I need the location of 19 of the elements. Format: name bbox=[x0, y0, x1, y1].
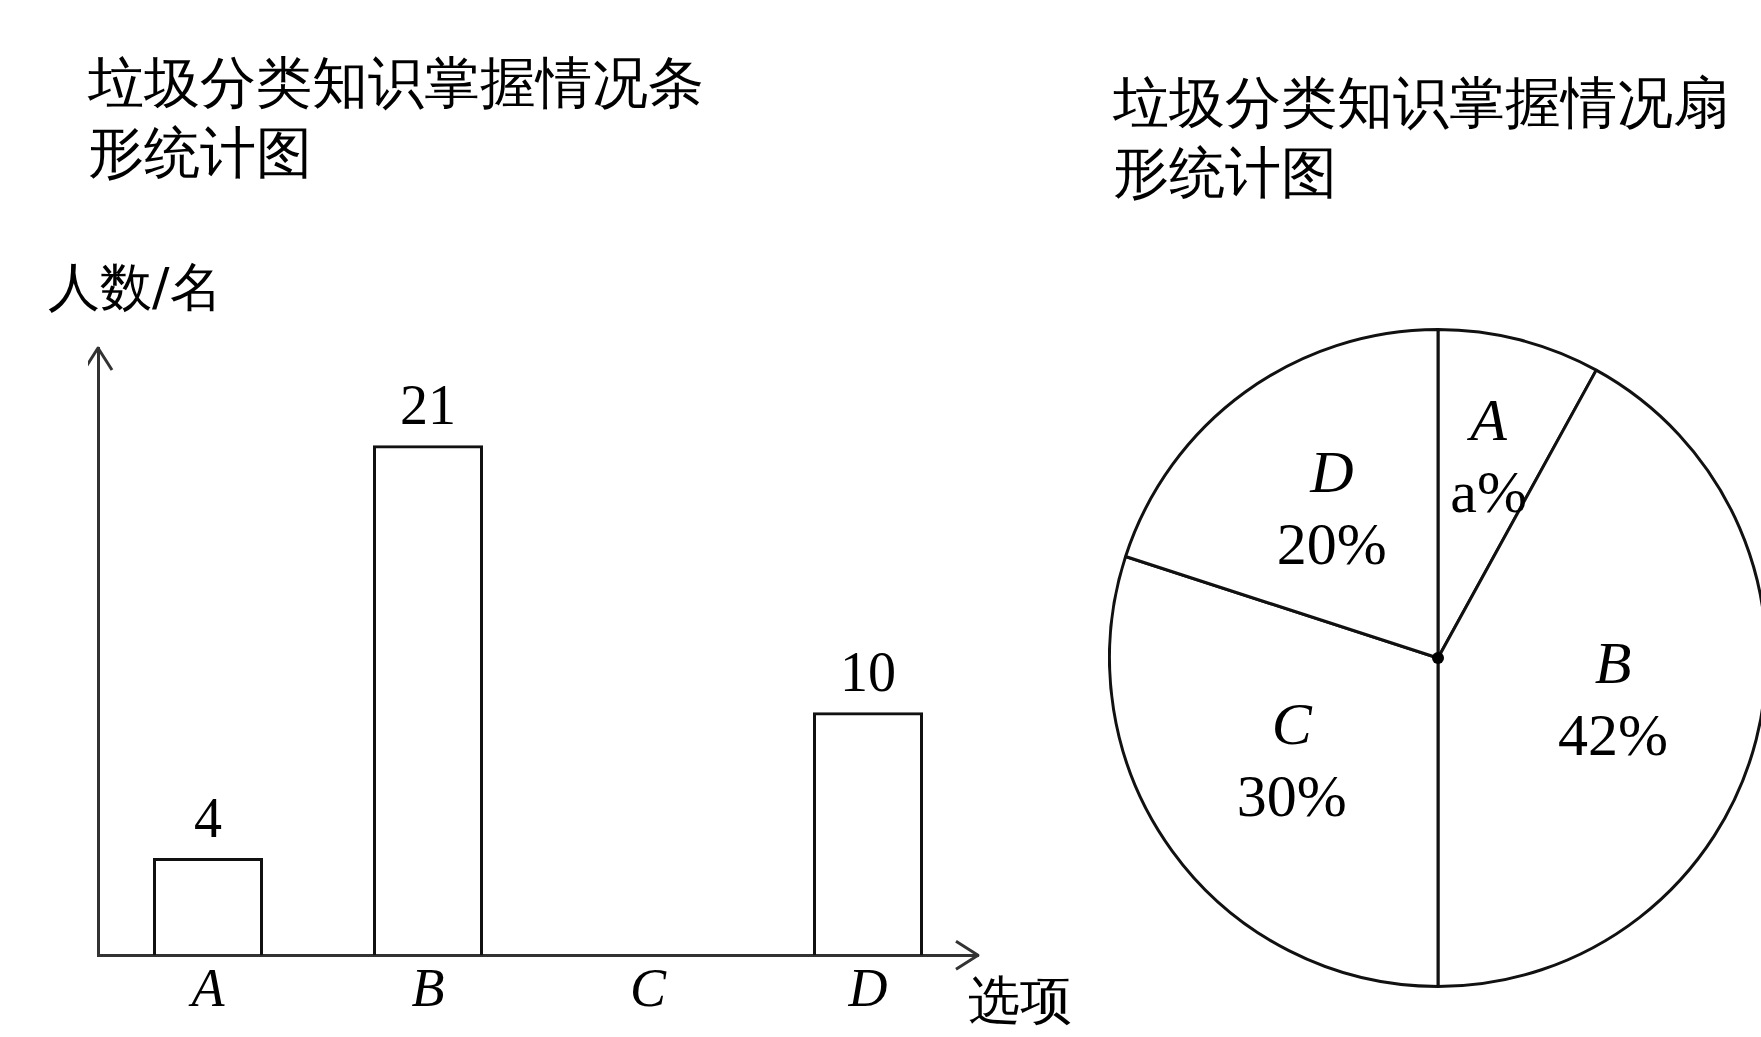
y-axis-title: 人数/名 bbox=[48, 256, 222, 319]
data-label: 20% bbox=[1276, 510, 1387, 577]
x-tick-label: B bbox=[411, 957, 445, 1018]
slice-label: C bbox=[1271, 690, 1313, 757]
data-label: 10 bbox=[840, 641, 896, 704]
x-tick-label: C bbox=[629, 957, 667, 1018]
x-tick-label: D bbox=[847, 957, 888, 1018]
chart-title: 垃圾分类知识掌握情况扇形统计图 bbox=[1113, 69, 1730, 207]
data-label: a% bbox=[1450, 459, 1527, 526]
x-tick-label: A bbox=[188, 957, 226, 1018]
data-label: 30% bbox=[1236, 762, 1347, 829]
slice-label: A bbox=[1466, 387, 1508, 454]
slice-label: D bbox=[1309, 438, 1354, 505]
data-label: 4 bbox=[194, 786, 222, 849]
slice-label: B bbox=[1594, 629, 1632, 696]
data-label: 21 bbox=[400, 373, 456, 436]
chart-title: 垃圾分类知识掌握情况条形统计图 bbox=[88, 49, 705, 187]
data-label: 42% bbox=[1558, 701, 1668, 768]
x-axis-title: 选项 bbox=[968, 970, 1072, 1030]
